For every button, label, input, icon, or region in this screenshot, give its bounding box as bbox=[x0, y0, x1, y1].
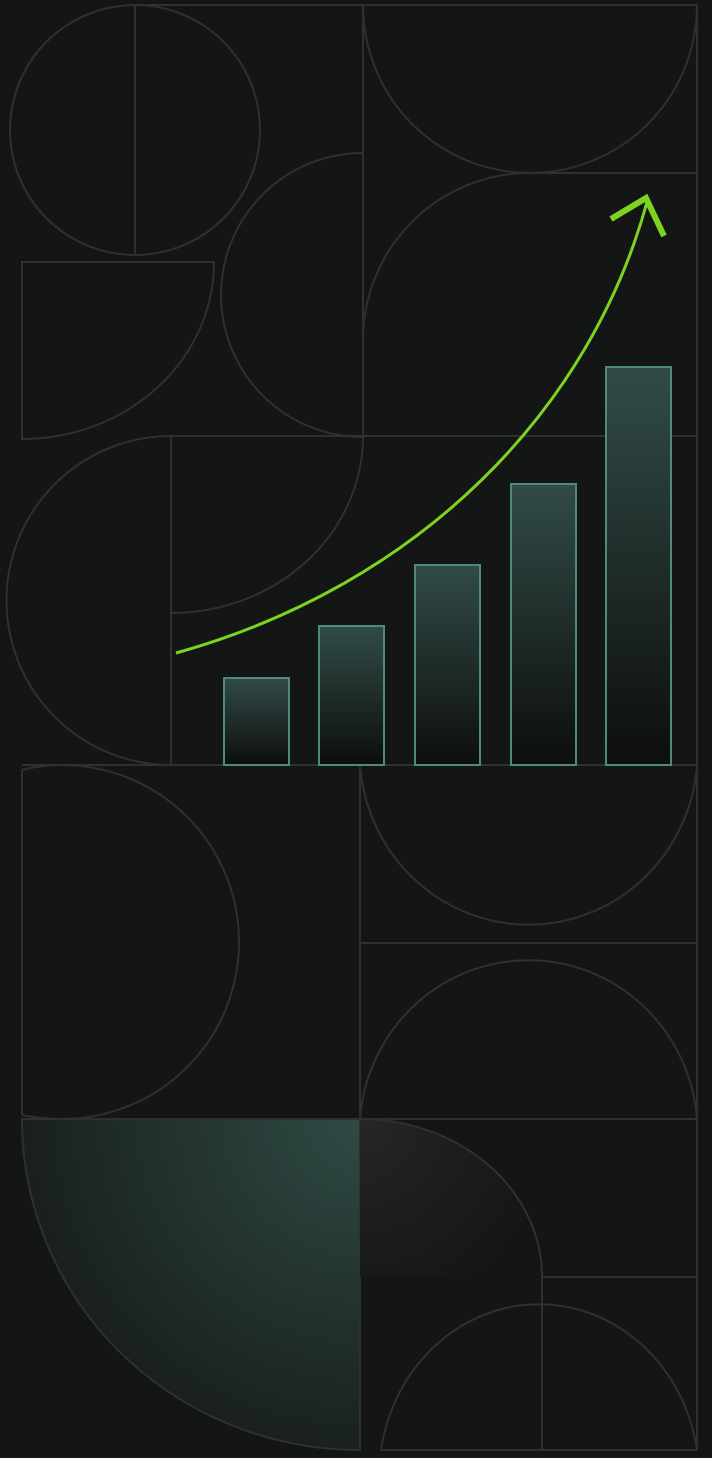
shade bbox=[360, 1119, 542, 1277]
quarter-arc bbox=[170, 435, 364, 614]
bar bbox=[223, 677, 290, 766]
decorative-shapes bbox=[5, 4, 698, 1452]
bars bbox=[223, 366, 672, 766]
bar bbox=[510, 483, 577, 766]
quarter-circle bbox=[21, 261, 216, 441]
bar bbox=[605, 366, 672, 766]
growth-arrow bbox=[175, 193, 667, 655]
semicircle bbox=[359, 764, 698, 926]
quarter-arc bbox=[359, 1118, 543, 1278]
arrow-head bbox=[609, 193, 667, 238]
semicircle bbox=[5, 435, 172, 766]
semicircle bbox=[380, 1303, 698, 1451]
bar bbox=[414, 564, 481, 766]
semicircle bbox=[220, 152, 364, 438]
arrow-curve bbox=[175, 201, 649, 655]
quarter-circle bbox=[20, 1118, 361, 1452]
semicircle bbox=[359, 959, 698, 1120]
arch bbox=[362, 172, 698, 437]
bar bbox=[318, 625, 385, 766]
